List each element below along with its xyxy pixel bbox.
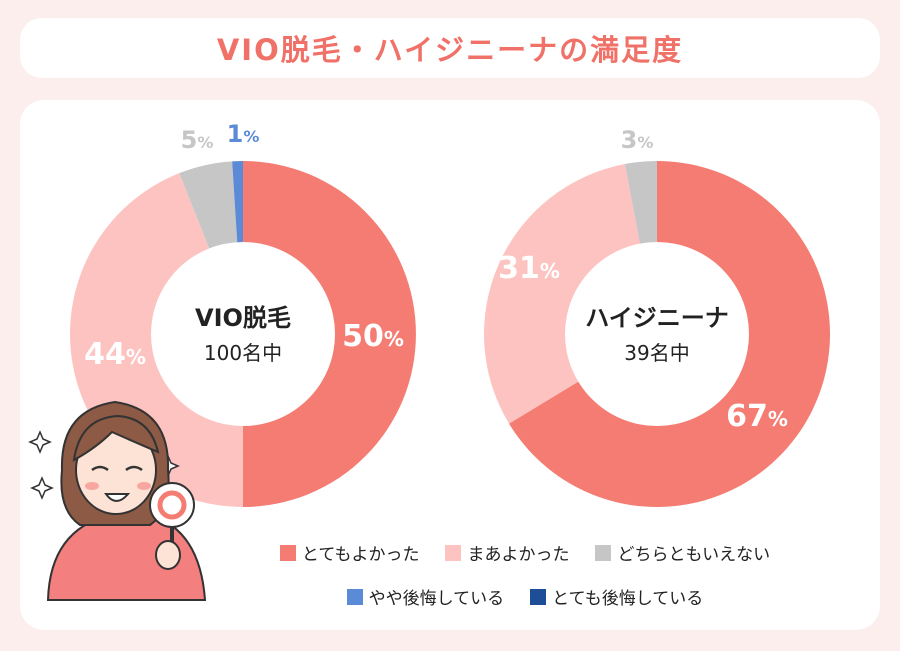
woman-illustration (28, 400, 207, 601)
slice-label-1-0: 67% (726, 399, 788, 434)
legend-swatch (595, 544, 612, 561)
donut-center-subtitle: 39名中 (624, 341, 689, 365)
legend-label: どちらともいえない (617, 545, 771, 565)
legend-item-slight-regret: やや後悔している (346, 584, 505, 609)
slice-label-0-1: 44% (84, 337, 146, 372)
slice-label-1-2: 3% (621, 126, 654, 154)
legend-item-somewhat-satisfied: まあよかった (445, 540, 569, 565)
legend-swatch (530, 588, 547, 605)
legend-label: とてもよかった (301, 545, 420, 565)
sparkle-icon (30, 476, 54, 500)
page-title: VIO脱毛・ハイジニーナの満足度 (216, 33, 684, 67)
legend-item-very-satisfied: とてもよかった (279, 540, 420, 565)
slice-label-0-0: 50% (342, 319, 404, 354)
donut-center-title: VIO脱毛 (195, 304, 291, 332)
donut-center-subtitle: 100名中 (204, 341, 282, 365)
legend-row-2: やや後悔している とても後悔している (0, 584, 900, 609)
slice-label-1-1: 31% (498, 251, 560, 286)
legend-row-1: とてもよかった まあよかった どちらともいえない (0, 540, 900, 565)
legend-swatch (445, 544, 462, 561)
slice-label-0-3: 1% (227, 120, 260, 148)
legend-swatch (279, 544, 296, 561)
donut-center-title: ハイジニーナ (585, 304, 729, 332)
sparkle-icon (28, 430, 52, 454)
slice-label-0-2: 5% (181, 126, 214, 154)
legend-item-neutral: どちらともいえない (595, 540, 770, 565)
donut-chart-hygienina: ハイジニーナ 39名中 67% 31% 3% (484, 126, 830, 508)
legend-label: やや後悔している (368, 589, 505, 609)
title-banner: VIO脱毛・ハイジニーナの満足度 (20, 18, 880, 78)
circle-sign-icon (157, 490, 187, 520)
donut-hole (151, 242, 335, 426)
legend-swatch (346, 588, 363, 605)
legend-label: とても後悔している (552, 589, 704, 609)
legend-label: まあよかった (467, 545, 570, 565)
donut-hole (565, 242, 749, 426)
legend-item-strong-regret: とても後悔している (530, 584, 703, 609)
